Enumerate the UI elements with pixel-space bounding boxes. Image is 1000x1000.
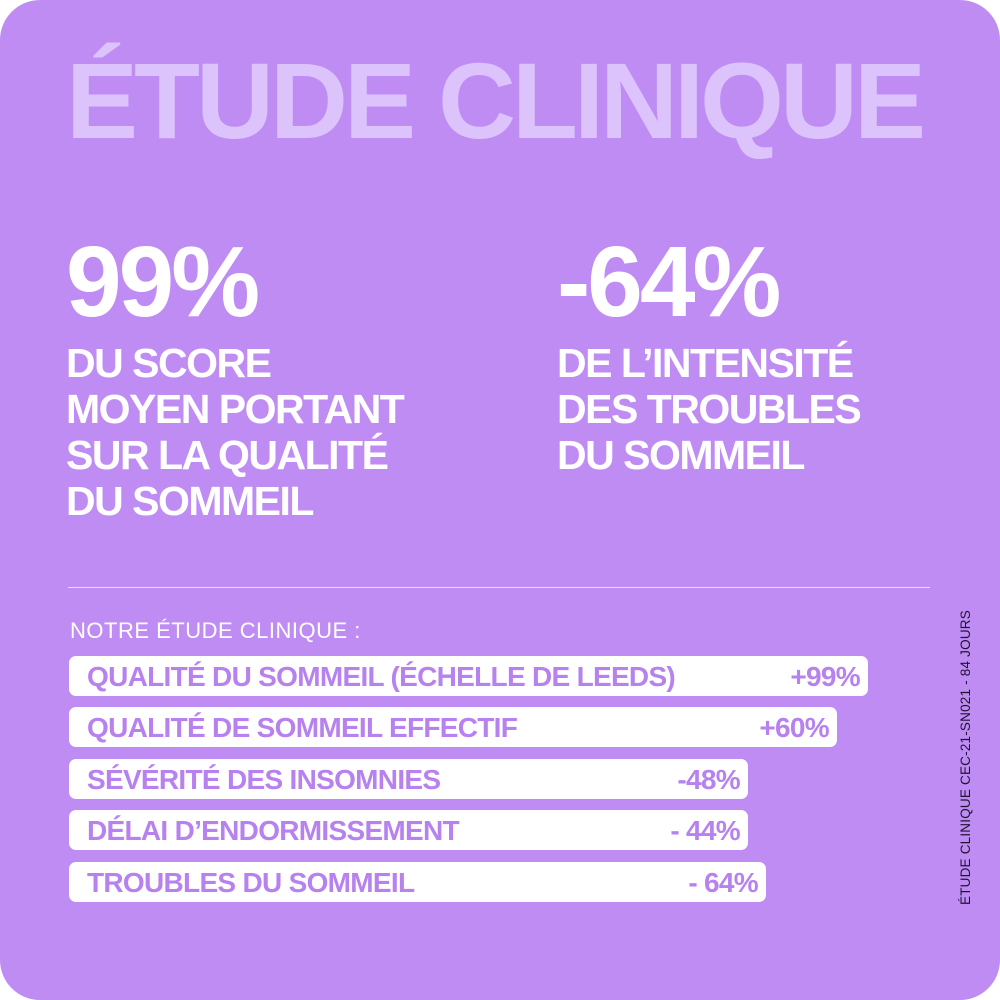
result-label: TROUBLES DU SOMMEIL xyxy=(87,867,415,898)
page-title: ÉTUDE CLINIQUE xyxy=(66,40,926,161)
stat-value: 99% xyxy=(66,226,260,338)
stat-quality-score: 99% DU SCORE MOYEN PORTANT SUR LA QUALIT… xyxy=(66,232,526,524)
result-label: SÉVÉRITÉ DES INSOMNIES xyxy=(87,764,441,795)
result-value: - 44% xyxy=(670,815,740,846)
result-value: - 64% xyxy=(688,867,758,898)
stat-description: DU SCORE MOYEN PORTANT SUR LA QUALITÉ DU… xyxy=(66,340,405,524)
result-bar-insomnia-severity: SÉVÉRITÉ DES INSOMNIES -48% xyxy=(69,759,748,799)
result-bar-sleep-disorders: TROUBLES DU SOMMEIL - 64% xyxy=(69,862,766,902)
result-value: +99% xyxy=(790,661,860,692)
result-value: -48% xyxy=(677,764,740,795)
result-bar-sleep-onset: DÉLAI D’ENDORMISSEMENT - 44% xyxy=(69,810,748,850)
study-label: NOTRE ÉTUDE CLINIQUE : xyxy=(70,618,361,643)
result-label: DÉLAI D’ENDORMISSEMENT xyxy=(87,815,460,846)
stat-value: -64% xyxy=(557,226,781,338)
result-value: +60% xyxy=(759,712,829,743)
stat-description: DE L’INTENSITÉ DES TROUBLES DU SOMMEIL xyxy=(557,340,862,478)
result-bar-leeds: QUALITÉ DU SOMMEIL (ÉCHELLE DE LEEDS) +9… xyxy=(69,656,868,696)
stat-sleep-disorders: -64% DE L’INTENSITÉ DES TROUBLES DU SOMM… xyxy=(557,232,977,478)
study-reference-note: ÉTUDE CLINIQUE CEC-21-SN021 - 84 JOURS xyxy=(958,610,973,905)
result-bar-effective-sleep: QUALITÉ DE SOMMEIL EFFECTIF +60% xyxy=(69,707,837,747)
result-label: QUALITÉ DU SOMMEIL (ÉCHELLE DE LEEDS) xyxy=(87,661,676,692)
divider xyxy=(68,587,930,588)
result-label: QUALITÉ DE SOMMEIL EFFECTIF xyxy=(87,712,518,743)
